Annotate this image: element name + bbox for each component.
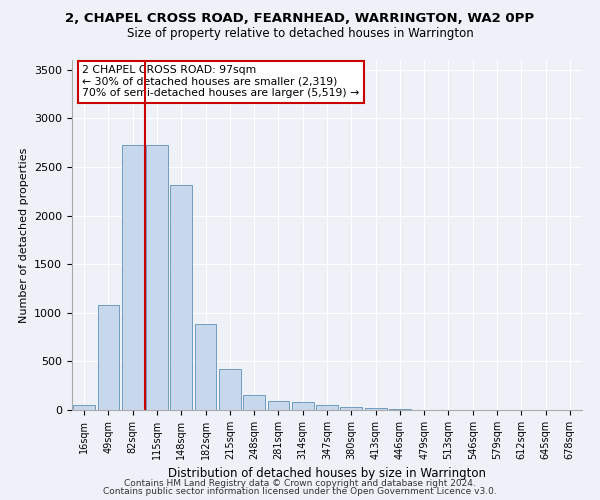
- Bar: [73, 405, 95, 410]
- Bar: [292, 402, 314, 410]
- Text: Contains HM Land Registry data © Crown copyright and database right 2024.: Contains HM Land Registry data © Crown c…: [124, 478, 476, 488]
- Text: Contains public sector information licensed under the Open Government Licence v3: Contains public sector information licen…: [103, 487, 497, 496]
- X-axis label: Distribution of detached houses by size in Warrington: Distribution of detached houses by size …: [168, 468, 486, 480]
- Bar: [146, 144, 168, 410]
- Bar: [170, 186, 192, 410]
- Text: 2 CHAPEL CROSS ROAD: 97sqm
← 30% of detached houses are smaller (2,319)
70% of s: 2 CHAPEL CROSS ROAD: 97sqm ← 30% of deta…: [82, 66, 359, 98]
- Bar: [340, 406, 362, 410]
- Bar: [316, 404, 338, 410]
- Text: 2, CHAPEL CROSS ROAD, FEARNHEAD, WARRINGTON, WA2 0PP: 2, CHAPEL CROSS ROAD, FEARNHEAD, WARRING…: [65, 12, 535, 26]
- Text: Size of property relative to detached houses in Warrington: Size of property relative to detached ho…: [127, 28, 473, 40]
- Bar: [389, 409, 411, 410]
- Bar: [365, 408, 386, 410]
- Bar: [243, 395, 265, 410]
- Bar: [219, 369, 241, 410]
- Bar: [268, 401, 289, 410]
- Bar: [194, 324, 217, 410]
- Bar: [97, 305, 119, 410]
- Bar: [122, 144, 143, 410]
- Y-axis label: Number of detached properties: Number of detached properties: [19, 148, 29, 322]
